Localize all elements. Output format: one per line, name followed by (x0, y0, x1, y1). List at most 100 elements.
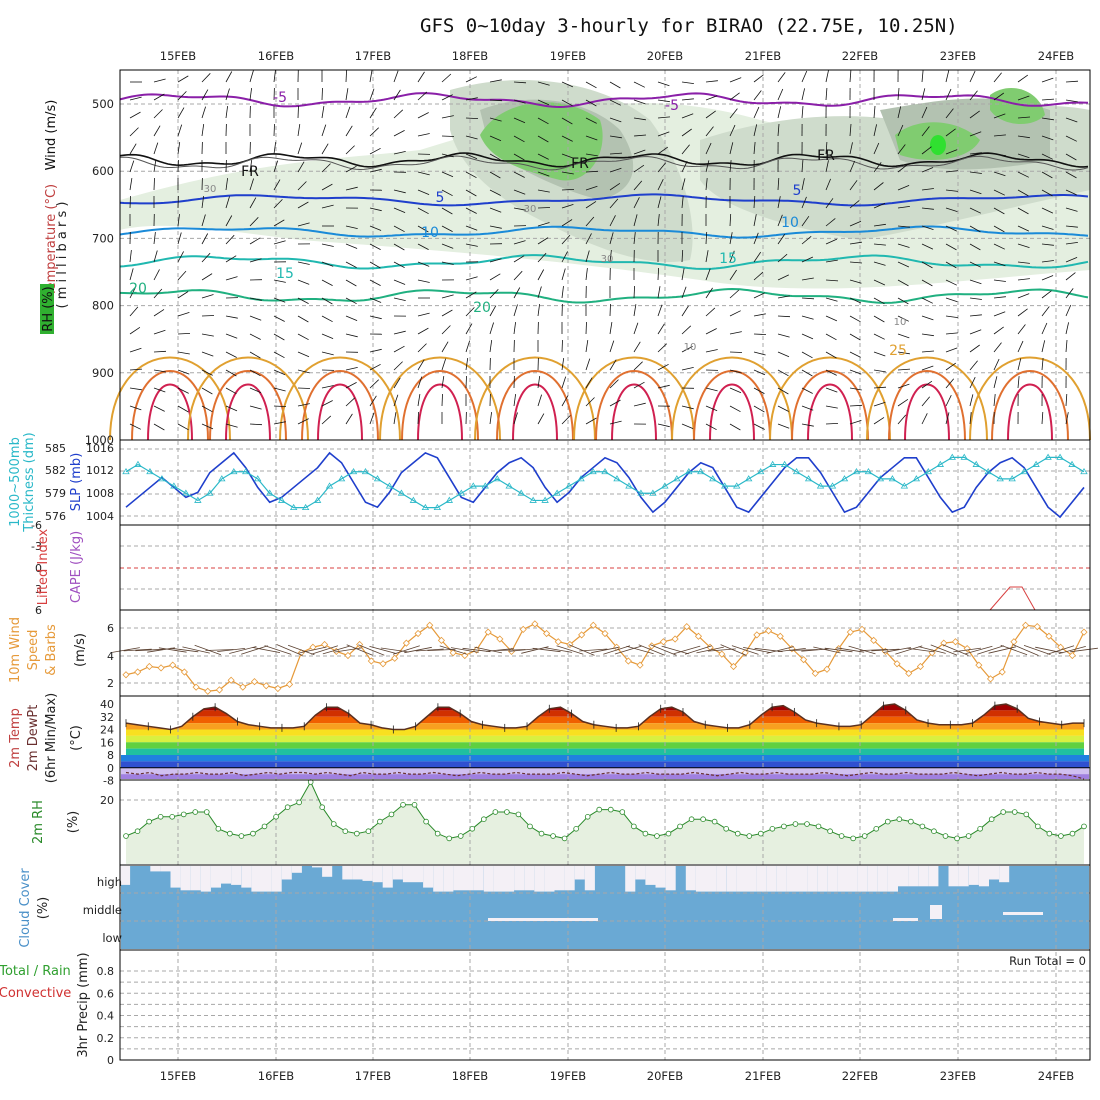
date-label-bottom: 19FEB (550, 1069, 587, 1083)
wind10-barb (696, 646, 724, 654)
wind-barb (441, 376, 445, 389)
wind-barb (705, 126, 714, 137)
cloud-high-gap (210, 866, 221, 888)
wind-barb (1017, 324, 1026, 335)
cloud-high-gap (877, 866, 888, 892)
wind-barb (1041, 153, 1053, 160)
wind-barb (657, 179, 664, 191)
wind-barb (825, 141, 828, 155)
wind-barb (393, 89, 401, 101)
wind-barb (945, 332, 958, 335)
wind10-point (554, 638, 562, 646)
wind-barb (441, 207, 453, 215)
temperature-contour-arch (573, 356, 695, 441)
cloud-high-gap (170, 866, 181, 888)
contour-label: -5 (665, 98, 679, 114)
wind-barb (1017, 116, 1031, 119)
wind-barb (393, 394, 399, 407)
date-label-top: 19FEB (550, 49, 587, 63)
wind-barb (753, 313, 766, 317)
date-label-top: 21FEB (745, 49, 782, 63)
contour-label: 5 (793, 183, 802, 199)
rh2m-point (873, 825, 880, 832)
wind-barb (489, 340, 493, 353)
wind-barb (945, 189, 958, 192)
wind-barb (225, 387, 237, 395)
cloud-high-gap (968, 866, 979, 885)
rh2m-point (157, 813, 164, 820)
wind-barb (897, 297, 909, 305)
wind-barb (513, 270, 523, 281)
contour-label: 5 (436, 190, 445, 206)
cloud-high-gap (776, 866, 787, 892)
wind-barb (873, 162, 882, 173)
temp-color-band (121, 767, 1089, 775)
cloud-middle-gap (1003, 912, 1043, 915)
wind-barb (657, 146, 669, 155)
wind10-barb (311, 645, 339, 655)
wind-barb (705, 142, 712, 155)
thickness-point (768, 460, 777, 467)
thickness-point (1032, 460, 1040, 467)
rh2m-point (273, 813, 279, 820)
date-label-top: 17FEB (355, 49, 392, 63)
rh2m-point (861, 833, 868, 839)
thickness-point (1044, 453, 1052, 460)
wind10-point (543, 629, 551, 638)
thickness-point (840, 475, 849, 482)
rh2m-point (469, 825, 476, 832)
wind-barb (153, 160, 157, 173)
cloud-high-gap (281, 866, 292, 880)
wind-barb (369, 147, 381, 155)
wind-barb (537, 304, 540, 317)
wind-barb (465, 117, 479, 119)
wind-barb (1065, 207, 1078, 212)
wind-barb (489, 305, 497, 317)
wind-barb (273, 199, 283, 209)
wind-barb (681, 305, 689, 317)
rh2m-point (515, 811, 522, 818)
wind-barb (873, 124, 877, 137)
date-label-top: 20FEB (647, 49, 684, 63)
wind-barb (633, 381, 645, 389)
thickness-point (637, 489, 645, 496)
cloud-high-gap (837, 866, 848, 892)
wind10-barb (485, 648, 514, 652)
cloud-high-gap (433, 866, 444, 892)
wind10-label: Speed (26, 630, 41, 671)
rh2m-point (527, 823, 533, 830)
wind-barb (633, 149, 646, 155)
cloud-high-gap (392, 866, 403, 880)
wind-barb (297, 201, 309, 209)
wind-barb (777, 351, 790, 358)
thickness-point (385, 482, 394, 489)
wind-barb (465, 375, 467, 389)
wind-barb (921, 261, 933, 269)
wind-barb (297, 369, 310, 374)
cloud-high-gap (514, 866, 525, 891)
thickness-point (1080, 467, 1088, 475)
wind-barb (777, 333, 790, 338)
cloud-high-gap (756, 866, 767, 892)
wind-barb (393, 261, 405, 268)
cloud-high-gap (958, 866, 969, 887)
wind-barb (897, 225, 910, 228)
wind-barb (417, 171, 430, 176)
rh2m-point (1069, 830, 1076, 837)
wind-barb (897, 398, 909, 407)
thickness-point (780, 460, 789, 467)
thickness-point (697, 467, 705, 475)
temp2m-tick: 40 (100, 698, 114, 711)
contour-label: 20 (473, 300, 491, 316)
wind-barb (129, 143, 137, 155)
date-label-top: 15FEB (160, 49, 197, 63)
thickness-point (972, 460, 980, 467)
wind-barb (969, 189, 982, 195)
temp2m-tick: 16 (100, 736, 114, 749)
wind10-barb (241, 645, 268, 655)
thickness-point (158, 475, 166, 482)
cloud-middle-gap (930, 905, 942, 919)
thickness-point (601, 467, 609, 475)
wind-barb (249, 160, 253, 173)
wind-barb (321, 297, 333, 305)
